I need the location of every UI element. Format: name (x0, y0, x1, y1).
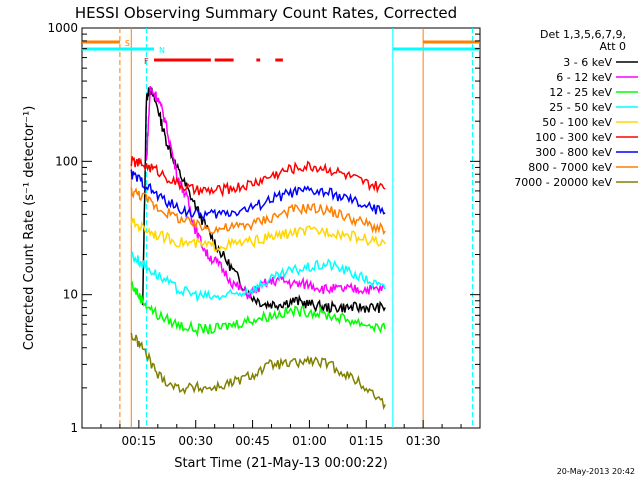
y-tick-label-10: 10 (63, 288, 78, 302)
legend-entry-label-2: 12 - 25 keV (549, 86, 612, 99)
series-line-7 (130, 186, 386, 236)
x-axis-label: Start Time (21-May-13 00:00:22) (174, 456, 388, 471)
legend-entry-label-8: 7000 - 20000 keV (514, 176, 612, 189)
series-line-5 (130, 156, 386, 198)
x-tick-label-60: 01:00 (292, 434, 327, 448)
legend-entry-label-5: 100 - 300 keV (535, 131, 612, 144)
legend-entry-label-6: 300 - 800 keV (535, 146, 612, 159)
series-line-2 (130, 280, 386, 338)
series-lines (130, 85, 386, 411)
flag-f-label: F (144, 57, 149, 66)
legend-entry-label-0: 3 - 6 keV (563, 56, 612, 69)
series-line-3 (130, 251, 386, 303)
legend: Det 1,3,5,6,7,9,Att 0 3 - 6 keV 6 - 12 keV… (514, 28, 638, 189)
flag-n-label: N (159, 46, 165, 55)
y-axis-label: Corrected Count Rate (s⁻¹ detector⁻¹) (22, 106, 37, 351)
x-tick-label-75: 01:15 (349, 434, 384, 448)
x-tick-label-90: 01:30 (406, 434, 441, 448)
x-axis-ticks: 00:15 00:30 00:45 01:00 01:15 01:30 (81, 420, 481, 448)
legend-entry-label-3: 25 - 50 keV (549, 101, 612, 114)
generated-timestamp: 20-May-2013 20:42 (557, 467, 635, 476)
y-axis-ticks: 1 10 100 1000 (47, 21, 480, 435)
series-line-6 (130, 169, 386, 221)
plot-frame (81, 27, 481, 429)
legend-header-1: Att 0 (600, 40, 626, 53)
legend-entry-label-1: 6 - 12 keV (556, 71, 612, 84)
series-line-4 (130, 218, 386, 253)
series-line-8 (130, 332, 386, 411)
flag-s-label: S (125, 39, 130, 48)
y-tick-label-1: 1 (70, 421, 78, 435)
legend-entry-label-7: 800 - 7000 keV (528, 161, 612, 174)
legend-entry-label-4: 50 - 100 keV (542, 116, 612, 129)
x-tick-label-15: 00:15 (122, 434, 157, 448)
x-tick-label-45: 00:45 (235, 434, 270, 448)
flag-bars: S N F (82, 39, 480, 66)
y-tick-label-100: 100 (55, 154, 78, 168)
legend-header-0: Det 1,3,5,6,7,9, (540, 28, 626, 41)
chart-title: HESSI Observing Summary Count Rates, Cor… (75, 4, 457, 22)
series-line-1 (145, 85, 386, 299)
y-tick-label-1000: 1000 (47, 21, 78, 35)
x-tick-label-30: 00:30 (178, 434, 213, 448)
